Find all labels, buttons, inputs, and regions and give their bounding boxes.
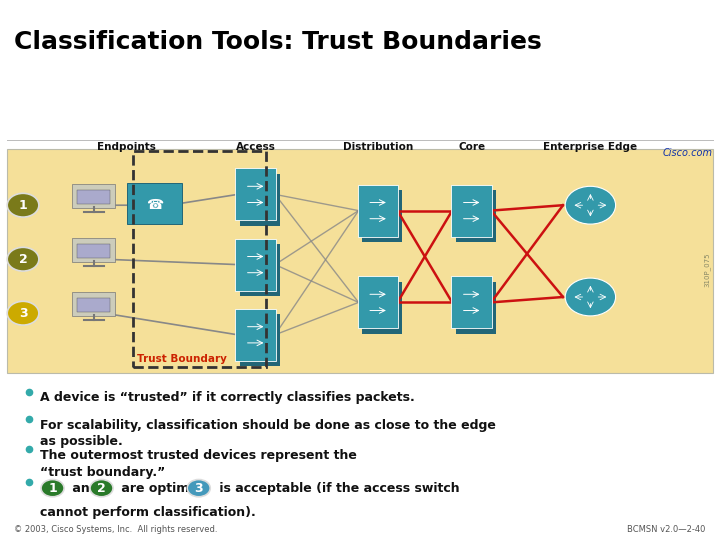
Circle shape xyxy=(7,301,39,325)
Text: 1: 1 xyxy=(19,199,27,212)
FancyBboxPatch shape xyxy=(7,148,713,373)
Text: Enterprise Edge: Enterprise Edge xyxy=(544,141,637,152)
Circle shape xyxy=(7,247,39,271)
Circle shape xyxy=(565,278,616,316)
FancyBboxPatch shape xyxy=(72,185,115,208)
Text: 1: 1 xyxy=(48,482,57,495)
FancyBboxPatch shape xyxy=(456,190,496,242)
FancyBboxPatch shape xyxy=(72,293,115,316)
Circle shape xyxy=(187,480,210,497)
FancyBboxPatch shape xyxy=(235,309,276,361)
FancyBboxPatch shape xyxy=(240,314,280,366)
Text: For scalability, classification should be done as close to the edge
as possible.: For scalability, classification should b… xyxy=(40,418,495,449)
FancyBboxPatch shape xyxy=(362,282,402,334)
FancyBboxPatch shape xyxy=(362,190,402,242)
FancyBboxPatch shape xyxy=(127,183,182,224)
Text: 310P_075: 310P_075 xyxy=(704,253,711,287)
Circle shape xyxy=(565,186,616,224)
FancyBboxPatch shape xyxy=(358,185,398,237)
Text: © 2003, Cisco Systems, Inc.  All rights reserved.: © 2003, Cisco Systems, Inc. All rights r… xyxy=(14,524,218,534)
Text: and: and xyxy=(68,482,104,495)
Text: 3: 3 xyxy=(19,307,27,320)
Circle shape xyxy=(41,480,64,497)
Text: The outermost trusted devices represent the
“trust boundary.”: The outermost trusted devices represent … xyxy=(40,449,356,480)
FancyBboxPatch shape xyxy=(72,239,115,262)
Text: Cisco.com: Cisco.com xyxy=(663,148,713,158)
FancyBboxPatch shape xyxy=(77,298,110,312)
Text: Endpoints: Endpoints xyxy=(96,141,156,152)
Text: 2: 2 xyxy=(97,482,106,495)
FancyBboxPatch shape xyxy=(235,168,276,220)
FancyBboxPatch shape xyxy=(240,174,280,226)
FancyBboxPatch shape xyxy=(451,276,492,328)
Text: 2: 2 xyxy=(19,253,27,266)
FancyBboxPatch shape xyxy=(240,244,280,296)
FancyBboxPatch shape xyxy=(358,276,398,328)
Text: A device is “trusted” if it correctly classifies packets.: A device is “trusted” if it correctly cl… xyxy=(40,392,414,404)
Text: Distribution: Distribution xyxy=(343,141,413,152)
FancyBboxPatch shape xyxy=(77,190,110,204)
Text: 3: 3 xyxy=(194,482,203,495)
FancyBboxPatch shape xyxy=(456,282,496,334)
Text: Core: Core xyxy=(458,141,485,152)
FancyBboxPatch shape xyxy=(77,244,110,258)
Text: Trust Boundary: Trust Boundary xyxy=(137,354,227,364)
Text: BCMSN v2.0—2-40: BCMSN v2.0—2-40 xyxy=(627,524,706,534)
Text: cannot perform classification).: cannot perform classification). xyxy=(40,506,256,519)
Circle shape xyxy=(7,193,39,217)
Text: Access: Access xyxy=(235,141,276,152)
Text: are optimal;: are optimal; xyxy=(117,482,212,495)
FancyBboxPatch shape xyxy=(235,239,276,291)
Circle shape xyxy=(90,480,113,497)
Text: is acceptable (if the access switch: is acceptable (if the access switch xyxy=(215,482,459,495)
FancyBboxPatch shape xyxy=(451,185,492,237)
Text: Classification Tools: Trust Boundaries: Classification Tools: Trust Boundaries xyxy=(14,30,542,53)
Text: ☎: ☎ xyxy=(146,198,163,212)
